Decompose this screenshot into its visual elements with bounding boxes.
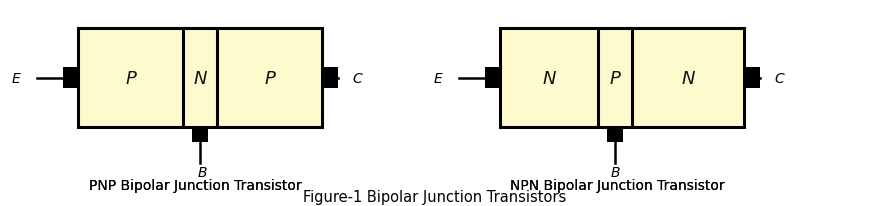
Text: $C$: $C$ [352, 71, 363, 85]
Text: $B$: $B$ [196, 165, 207, 179]
Bar [192, 128, 208, 142]
Text: P: P [125, 69, 136, 87]
Text: $B$: $B$ [609, 165, 620, 179]
Bar [484, 68, 500, 89]
Bar [78, 29, 322, 128]
Bar [322, 68, 337, 89]
Text: PNP Bipolar Junction Transistor: PNP Bipolar Junction Transistor [90, 178, 302, 192]
Bar [500, 29, 743, 128]
Bar [743, 68, 759, 89]
Text: N: N [680, 69, 693, 87]
Text: NPN Bipolar Junction Transistor: NPN Bipolar Junction Transistor [510, 178, 724, 192]
Text: $E$: $E$ [433, 71, 443, 85]
Text: P: P [608, 69, 620, 87]
Text: Figure-1 Bipolar Junction Transistors: Figure-1 Bipolar Junction Transistors [303, 189, 566, 204]
Text: $E$: $E$ [11, 71, 22, 85]
Text: P: P [264, 69, 275, 87]
Text: PNP Bipolar Junction Transistor: PNP Bipolar Junction Transistor [90, 178, 302, 192]
Bar [607, 128, 622, 142]
Bar [63, 68, 78, 89]
Text: N: N [541, 69, 555, 87]
Text: N: N [193, 69, 207, 87]
Text: NPN Bipolar Junction Transistor: NPN Bipolar Junction Transistor [510, 178, 724, 192]
Text: $C$: $C$ [773, 71, 785, 85]
